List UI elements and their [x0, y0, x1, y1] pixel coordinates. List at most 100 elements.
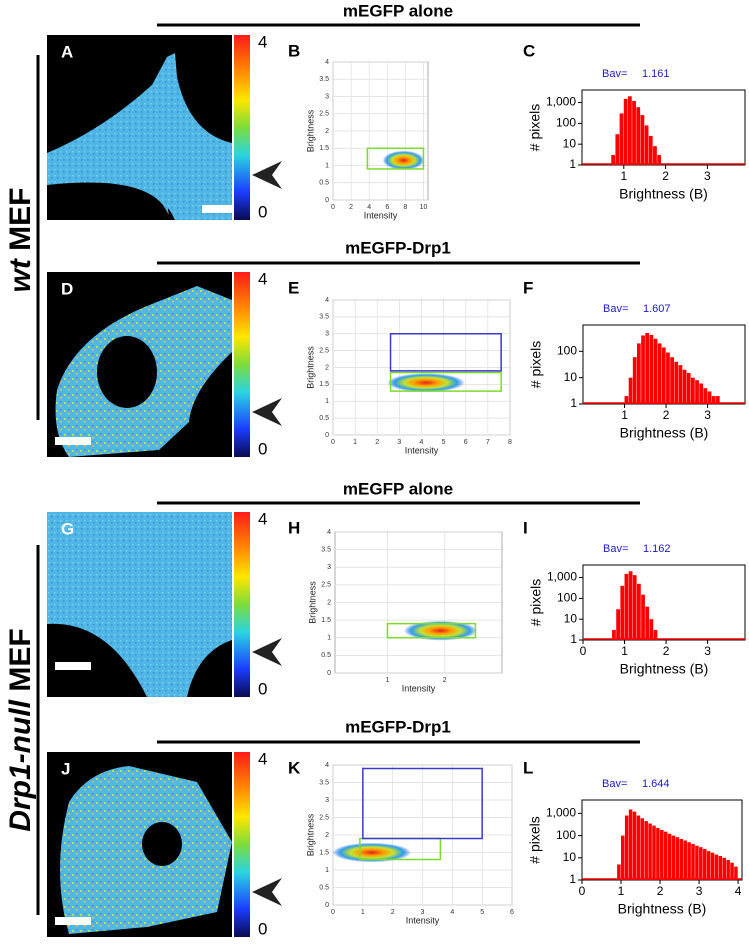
histogram-bar — [714, 854, 719, 880]
histogram-bar — [640, 818, 645, 880]
arrowhead — [252, 638, 282, 666]
histogram-bar — [641, 335, 645, 404]
histogram-bar — [621, 835, 625, 880]
histogram-bar — [632, 357, 637, 404]
cell-hole — [97, 336, 157, 408]
x-tick-label: 0 — [331, 909, 335, 916]
y-tick-label: 3.5 — [319, 314, 329, 321]
y-tick-label: 0.5 — [319, 415, 329, 422]
x-tick-label: 3 — [696, 884, 703, 898]
y-tick-label: 2.5 — [321, 582, 331, 589]
histogram-bar — [678, 365, 683, 404]
histogram-bar — [653, 146, 657, 165]
histogram-bar — [645, 606, 650, 640]
gate — [389, 333, 502, 372]
x-tick-label: 3 — [704, 644, 711, 658]
x-tick-label: 2 — [375, 439, 379, 446]
histogram-bar — [674, 361, 679, 404]
colorbar-tick-label: 0 — [258, 919, 267, 938]
cell-hole — [142, 822, 182, 866]
histogram-bar — [644, 821, 648, 880]
side-label-italic: Drp1-null — [4, 699, 37, 831]
histogram-bar — [624, 396, 629, 404]
histogram-bar — [636, 815, 641, 880]
arrowhead — [252, 161, 282, 189]
histogram-bar — [627, 96, 632, 165]
bav-label: Bav= — [602, 68, 627, 80]
histogram-bar — [653, 630, 658, 640]
x-tick-label: 3 — [397, 439, 401, 446]
x-tick-label: 2 — [391, 909, 395, 916]
y-tick-label: 100 — [556, 116, 576, 130]
y-tick-label: 1 — [327, 635, 331, 642]
x-tick-label: 4 — [367, 204, 371, 211]
x-axis-label: Intensity — [406, 915, 440, 925]
x-tick-label: 6 — [510, 909, 514, 916]
histogram-bar — [628, 809, 633, 880]
y-tick-label: 1.5 — [319, 381, 329, 388]
histogram-bar — [640, 115, 645, 165]
panel-letter: C — [523, 41, 535, 60]
histogram-bar — [718, 856, 723, 880]
histogram-bar — [661, 347, 666, 404]
colorbar — [234, 35, 250, 220]
y-tick-label: 0.5 — [321, 652, 331, 659]
panel-letter: H — [288, 518, 300, 537]
y-tick-label: 0.5 — [319, 180, 329, 187]
y-tick-label: 1.5 — [319, 145, 329, 152]
histogram-bar — [611, 155, 616, 165]
plot-area — [582, 564, 746, 641]
histogram-bar — [648, 823, 652, 880]
x-tick-label: 1 — [621, 644, 628, 658]
colorbar-tick-label: 4 — [258, 32, 267, 51]
plot-area — [581, 89, 746, 166]
scale-bar — [202, 205, 238, 213]
x-tick-label: 0 — [579, 884, 586, 898]
y-axis-label: Brightness — [307, 581, 317, 624]
histogram-bar — [711, 396, 716, 404]
panel-letter: L — [523, 758, 533, 777]
histogram-bar — [616, 609, 620, 640]
x-axis-label: Intensity — [405, 445, 439, 455]
panel-letter: K — [288, 758, 301, 777]
colorbar-tick-label: 0 — [258, 439, 267, 458]
y-tick-label: 4 — [325, 297, 329, 304]
y-tick-label: 1 — [325, 867, 329, 874]
histogram-bar — [632, 575, 637, 640]
x-tick-label: 1 — [620, 169, 627, 183]
histogram-bar — [683, 840, 687, 880]
x-tick-label: 5 — [442, 439, 446, 446]
panel-letter: I — [523, 518, 528, 537]
histogram-bar — [675, 837, 680, 880]
y-tick-label: 1,000 — [546, 806, 576, 820]
gate — [386, 622, 477, 639]
y-tick-label: 10 — [563, 850, 577, 864]
y-tick-label: 2.5 — [319, 347, 329, 354]
bav-value: 1.607 — [643, 303, 671, 315]
histogram-bar — [682, 369, 687, 404]
histogram-bar — [703, 388, 708, 404]
histogram-bar — [695, 380, 699, 404]
x-tick-label: 10 — [420, 204, 428, 211]
histogram-bar — [617, 864, 621, 880]
histogram-bar — [645, 332, 650, 404]
y-tick-label: 0 — [325, 902, 329, 909]
x-tick-label: 0 — [331, 439, 335, 446]
histogram-bar — [632, 100, 636, 165]
y-tick-label: 1 — [570, 396, 577, 410]
histogram-bar — [707, 391, 712, 404]
x-tick-label: 8 — [403, 204, 407, 211]
x-axis-label: Intensity — [402, 683, 436, 693]
histogram-bar — [641, 594, 645, 640]
y-tick-label: 10 — [564, 370, 578, 384]
x-axis-label: Brightness (B) — [619, 186, 708, 202]
histogram-bar — [657, 155, 662, 165]
bav-value: 1.161 — [642, 68, 670, 80]
y-tick-label: 1,000 — [546, 95, 576, 109]
panel-letter: A — [61, 42, 73, 61]
x-tick-label: 1 — [618, 884, 625, 898]
panel-letter: F — [523, 278, 533, 297]
histogram-bar — [649, 619, 654, 640]
x-axis-label: Brightness (B) — [618, 901, 707, 917]
